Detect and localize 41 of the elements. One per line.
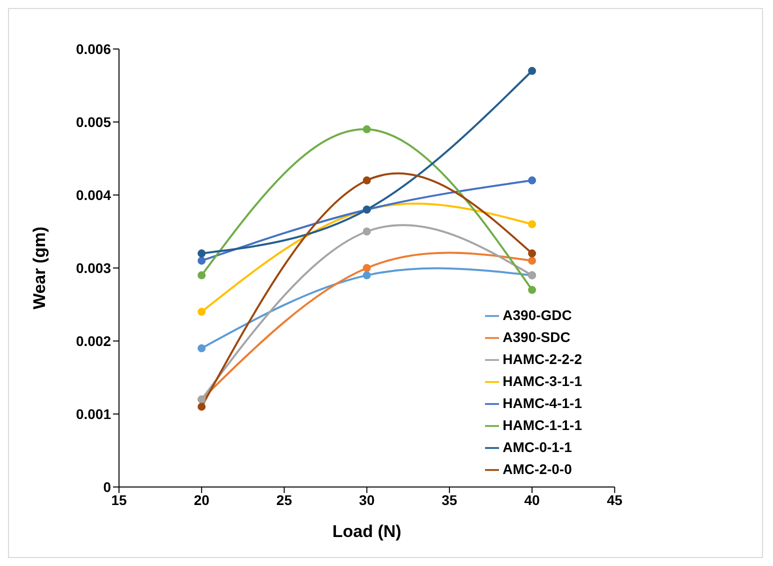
- legend-label: HAMC-2-2-2: [502, 351, 582, 367]
- y-tick-label: 0.002: [76, 332, 112, 349]
- x-tick-label: 15: [111, 492, 127, 508]
- x-tick-label: 30: [359, 492, 375, 508]
- point: [198, 402, 206, 411]
- point: [528, 176, 536, 184]
- x-tick-label: 35: [442, 492, 458, 508]
- point: [362, 125, 371, 134]
- x-tick-label: 20: [194, 492, 210, 508]
- point: [198, 249, 206, 258]
- point: [198, 256, 206, 265]
- point: [362, 176, 371, 184]
- legend-label: A390-SDC: [502, 329, 570, 345]
- point: [198, 271, 206, 280]
- legend-label: AMC-0-1-1: [502, 439, 572, 455]
- point: [528, 249, 536, 258]
- y-axis-title: Wear (gm): [30, 226, 50, 310]
- y-tick-label: 0.003: [76, 260, 112, 276]
- legend-label: HAMC-3-1-1: [502, 373, 582, 389]
- x-tick-label: 25: [276, 492, 292, 508]
- point: [362, 228, 371, 236]
- x-tick-label: 40: [524, 492, 540, 508]
- y-tick-label: 0.005: [76, 114, 112, 130]
- legend-label: HAMC-4-1-1: [502, 395, 582, 411]
- point: [362, 264, 371, 272]
- point: [528, 256, 536, 265]
- point: [528, 220, 536, 228]
- legend-label: AMC-2-0-0: [502, 461, 572, 477]
- y-tick-label: 0.001: [76, 406, 112, 422]
- legend-label: A390-GDC: [502, 307, 572, 323]
- point: [198, 308, 206, 316]
- point: [198, 344, 206, 352]
- point: [528, 66, 536, 75]
- x-axis-title: Load (N): [332, 522, 402, 541]
- y-tick-label: 0.006: [76, 40, 112, 57]
- point: [528, 286, 536, 294]
- legend-label: HAMC-1-1-1: [502, 417, 582, 433]
- x-tick-label: 45: [606, 492, 623, 508]
- y-tick-label: 0.004: [76, 186, 112, 203]
- y-tick-label: 0: [103, 478, 112, 495]
- point: [362, 271, 371, 280]
